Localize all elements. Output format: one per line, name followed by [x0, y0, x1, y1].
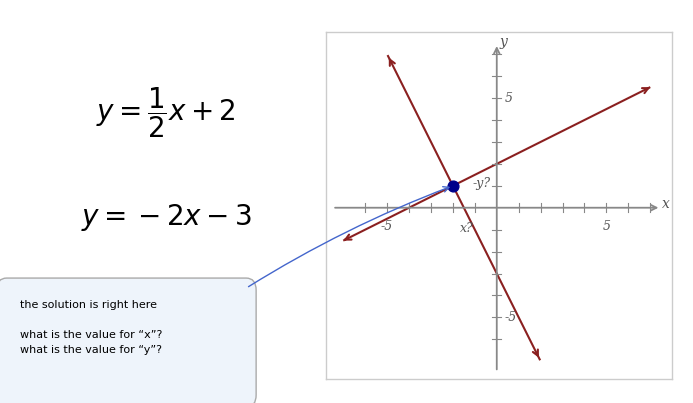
Text: x?: x? — [459, 222, 473, 235]
Text: 5: 5 — [602, 220, 611, 233]
Text: y: y — [500, 35, 507, 49]
Text: x: x — [662, 197, 669, 212]
Text: 5: 5 — [505, 91, 512, 104]
Text: $y = \dfrac{1}{2}x + 2$: $y = \dfrac{1}{2}x + 2$ — [96, 85, 236, 140]
Point — [448, 183, 459, 189]
Text: -y?: -y? — [473, 177, 491, 190]
Text: the solution is right here

what is the value for “x”?
what is the value for “y”: the solution is right here what is the v… — [20, 300, 162, 355]
FancyBboxPatch shape — [0, 278, 256, 403]
Text: -5: -5 — [505, 311, 517, 324]
Text: $y = -2x - 3$: $y = -2x - 3$ — [81, 202, 252, 233]
Text: -5: -5 — [381, 220, 393, 233]
